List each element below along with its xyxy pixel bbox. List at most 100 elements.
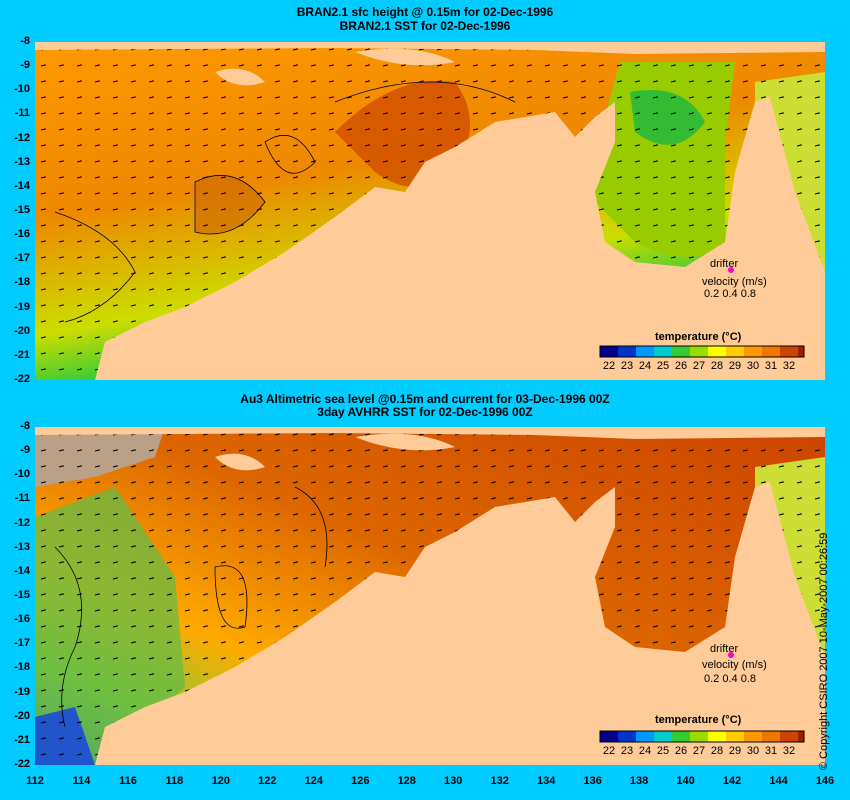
lon-tick-label: 140	[676, 775, 695, 787]
bottom-contour-line	[54, 546, 83, 728]
bottom-lat-tick-label: -20	[14, 709, 30, 722]
top-title-line1: BRAN2.1 sfc height @ 0.15m for 02-Dec-19…	[296, 5, 554, 19]
bottom-colorbar-tick: 29	[728, 745, 742, 757]
lon-tick-label: 120	[211, 775, 231, 787]
top-lat-tick-label: -18	[14, 276, 30, 289]
bottom-colorbar-tick: 26	[674, 745, 688, 757]
top-colorbar-tick: 24	[638, 360, 652, 372]
top-australia-land	[95, 97, 825, 380]
lon-tick-label: 118	[165, 775, 184, 787]
bottom-map-panel	[35, 427, 825, 765]
top-colorbar-tick: 28	[710, 360, 724, 372]
bottom-lat-tick-label: -11	[14, 492, 30, 505]
top-colorbar-tick: 27	[692, 360, 706, 372]
top-colorbar-tick: 32	[782, 360, 796, 372]
bottom-lat-tick-label: -22	[14, 758, 30, 770]
top-lat-tick-label: -11	[14, 107, 30, 120]
top-lat-tick-label: -9	[20, 59, 30, 72]
top-colorbar-tick: 29	[728, 360, 742, 372]
bottom-colorbar-tick: 32	[782, 745, 796, 757]
lon-tick-label: 142	[722, 775, 742, 787]
lon-tick-label: 136	[583, 775, 602, 787]
bottom-contour-line2	[294, 486, 328, 568]
lon-tick-label: 112	[26, 775, 44, 787]
lon-tick-label: 122	[258, 775, 277, 787]
bottom-australia-land	[95, 482, 825, 765]
bottom-lat-tick-label: -18	[14, 661, 30, 674]
top-lat-tick-label: -8	[20, 35, 30, 47]
lon-tick-label: 114	[72, 775, 91, 787]
lon-tick-label: 138	[629, 775, 649, 787]
top-lat-tick-label: -21	[14, 348, 30, 361]
bottom-colorbar-tick: 25	[656, 745, 670, 757]
bottom-colorbar-tick: 22	[602, 745, 616, 757]
bottom-lat-tick-label: -9	[20, 444, 30, 457]
top-colorbar	[599, 345, 805, 358]
bottom-map	[35, 427, 825, 765]
bottom-colorbar	[599, 730, 805, 743]
top-map-panel	[35, 42, 825, 380]
top-contour-line2	[334, 81, 516, 103]
bottom-title-line1: Au3 Altimetric sea level @0.15m and curr…	[240, 392, 610, 406]
bottom-legend-drifter: drifter	[710, 643, 739, 655]
bottom-contour-loop	[214, 565, 248, 629]
bottom-lat-tick-label: -17	[14, 637, 30, 650]
bottom-lat-tick-label: -19	[14, 685, 30, 698]
top-colorbar-tick: 22	[602, 360, 616, 372]
top-contour-line	[54, 211, 136, 323]
bottom-colorbar-tick: 30	[746, 745, 760, 757]
top-legend-drifter: drifter	[710, 258, 739, 270]
top-lat-tick-label: -13	[14, 155, 30, 168]
bottom-lat-tick-label: -13	[14, 540, 30, 553]
lon-tick-label: 128	[397, 775, 416, 787]
bottom-north-land	[35, 427, 825, 439]
top-lat-tick-label: -14	[14, 179, 30, 192]
top-contour-loop2	[264, 134, 316, 174]
bottom-lat-tick-label: -15	[14, 589, 30, 601]
bottom-colorbar-tick: 24	[638, 745, 652, 757]
top-colorbar-tick: 30	[746, 360, 760, 372]
lon-tick-label: 130	[444, 775, 463, 787]
bottom-lat-tick-label: -12	[14, 516, 30, 529]
bottom-indonesia-islands	[215, 433, 455, 471]
bottom-colorbar-tick: 27	[692, 745, 706, 757]
top-legend-scale: 0.2 0.4 0.8	[704, 288, 756, 300]
lon-tick-label: 134	[536, 775, 556, 787]
top-lat-tick-label: -15	[14, 204, 30, 216]
lon-tick-label: 144	[769, 775, 788, 787]
lon-tick-label: 126	[351, 775, 370, 787]
lon-tick-label: 116	[119, 775, 137, 787]
bottom-lat-tick-label: -21	[14, 733, 30, 746]
top-lat-tick-label: -10	[14, 83, 30, 96]
top-legend-velocity: velocity (m/s)	[702, 276, 767, 288]
bottom-colorbar-tick: 28	[710, 745, 724, 757]
top-lat-tick-label: -19	[14, 300, 30, 313]
bottom-lat-tick-label: -14	[14, 564, 30, 577]
top-colorbar-tick: 23	[620, 360, 634, 372]
bottom-lat-tick-label: -8	[20, 420, 30, 432]
top-colorbar-tick: 25	[656, 360, 670, 372]
top-lat-tick-label: -16	[14, 228, 30, 241]
copyright-text: © Copyright CSIRO 2007 10-May-2007 00:26…	[818, 532, 830, 770]
bottom-colorbar-title: temperature (°C)	[655, 714, 742, 726]
top-lat-tick-label: -22	[14, 373, 30, 385]
top-colorbar-tick: 26	[674, 360, 688, 372]
top-map	[35, 42, 825, 380]
lon-tick-label: 132	[490, 775, 509, 787]
bottom-lat-tick-label: -16	[14, 613, 30, 626]
top-north-land	[35, 42, 825, 54]
bottom-legend-scale: 0.2 0.4 0.8	[704, 673, 756, 685]
lon-tick-label: 146	[815, 775, 835, 787]
top-indonesia-islands	[215, 48, 455, 86]
bottom-legend-velocity: velocity (m/s)	[702, 659, 767, 671]
top-lat-tick-label: -12	[14, 131, 30, 144]
top-drifter-marker	[728, 267, 734, 273]
bottom-title-line2: 3day AVHRR SST for 02-Dec-1996 00Z	[317, 405, 533, 419]
bottom-drifter-marker	[728, 652, 734, 658]
top-colorbar-title: temperature (°C)	[655, 331, 742, 343]
bottom-lat-tick-label: -10	[14, 468, 30, 481]
top-contour-loop	[194, 175, 266, 235]
top-lat-tick-label: -20	[14, 324, 30, 337]
top-colorbar-tick: 31	[764, 360, 778, 372]
bottom-colorbar-tick: 23	[620, 745, 634, 757]
